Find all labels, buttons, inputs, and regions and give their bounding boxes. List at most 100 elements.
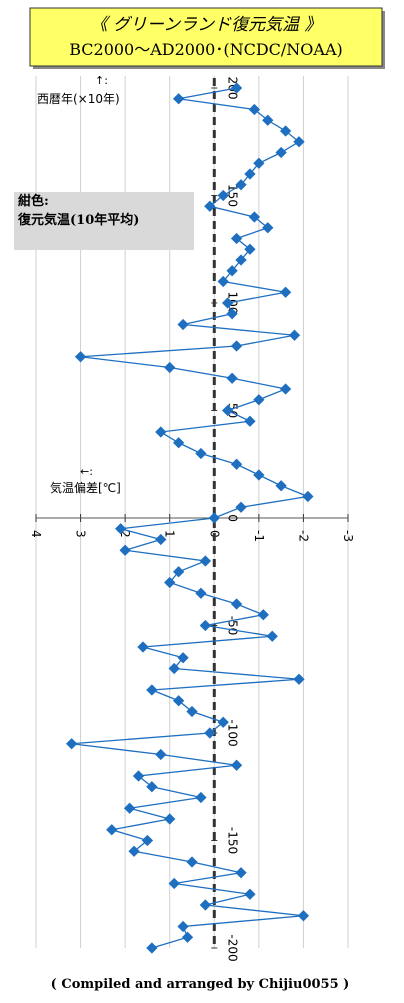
marker: [297, 910, 310, 922]
legend-box: [14, 192, 194, 250]
marker: [253, 157, 265, 169]
marker: [168, 877, 180, 890]
year-axis-arrow: ↑:: [95, 74, 108, 87]
marker: [230, 232, 243, 245]
marker: [155, 533, 167, 546]
y-tick-label: -50: [225, 616, 239, 636]
y-tick-label: 0: [225, 514, 239, 522]
marker: [195, 447, 207, 460]
marker: [146, 684, 158, 696]
marker: [74, 351, 87, 363]
marker: [226, 372, 238, 384]
marker: [177, 318, 189, 331]
marker: [155, 748, 167, 761]
marker: [186, 705, 198, 718]
marker: [244, 168, 256, 180]
x-tick-label: -3: [341, 530, 355, 542]
x-tick-label: -2: [296, 530, 310, 542]
marker: [253, 394, 265, 406]
marker: [199, 899, 212, 911]
temp-axis-label: 気温偏差[℃]: [50, 480, 121, 495]
marker: [248, 211, 261, 223]
marker: [222, 297, 234, 309]
marker: [172, 93, 185, 105]
marker: [253, 469, 265, 481]
marker: [293, 673, 305, 685]
marker: [164, 361, 176, 374]
marker: [199, 619, 212, 632]
marker: [275, 146, 287, 159]
marker: [208, 512, 220, 524]
title-box: [29, 7, 383, 67]
marker: [226, 265, 238, 277]
year-axis-label: 西暦年(×10年): [37, 92, 120, 106]
marker: [302, 490, 314, 503]
x-tick-label: -1: [252, 530, 266, 542]
marker: [262, 222, 274, 234]
marker: [172, 695, 185, 707]
marker: [146, 781, 158, 793]
marker: [293, 136, 305, 148]
marker: [235, 501, 247, 513]
marker: [168, 662, 180, 675]
marker: [164, 576, 176, 589]
marker: [279, 286, 292, 298]
marker: [217, 189, 229, 202]
y-tick-label: -150: [225, 827, 239, 854]
marker: [146, 942, 158, 954]
x-tick-label: 1: [163, 530, 177, 538]
marker: [230, 340, 243, 352]
marker: [195, 791, 207, 804]
marker: [195, 587, 207, 599]
marker: [217, 716, 229, 728]
y-tick-label: -100: [225, 719, 239, 746]
marker: [132, 770, 145, 782]
marker: [123, 802, 136, 814]
marker: [217, 275, 229, 288]
x-tick-label: 4: [29, 530, 43, 538]
x-tick-label: 2: [118, 530, 132, 538]
marker: [288, 329, 301, 341]
marker: [235, 179, 247, 191]
chart-subtitle: BC2000～AD2000･(NCDC/NOAA): [69, 40, 343, 59]
legend-color-label: 紺色:: [18, 193, 49, 209]
marker: [186, 856, 198, 868]
marker: [266, 630, 278, 642]
marker: [204, 727, 216, 739]
marker: [128, 845, 140, 857]
marker: [119, 544, 131, 556]
marker: [235, 867, 247, 879]
marker: [235, 254, 247, 266]
marker: [199, 555, 212, 567]
marker: [257, 609, 269, 621]
y-tick-label: -200: [225, 934, 239, 961]
chart-title: 《 グリーンランド復元気温 》: [91, 15, 322, 35]
marker: [177, 920, 189, 933]
marker: [222, 404, 234, 417]
marker: [66, 738, 78, 750]
marker: [230, 759, 243, 771]
legend-series-label: 復元気温(10年平均): [17, 212, 139, 228]
marker: [230, 598, 243, 610]
marker: [244, 415, 256, 427]
marker: [164, 813, 176, 825]
marker: [230, 458, 243, 470]
marker: [137, 641, 149, 653]
marker: [226, 308, 238, 320]
marker: [172, 437, 185, 449]
marker: [275, 480, 287, 492]
marker: [244, 243, 256, 255]
marker: [177, 652, 189, 664]
y-tick-label: 150: [225, 184, 239, 207]
marker: [204, 200, 216, 212]
temp-axis-arrow: ←:: [80, 465, 93, 478]
plot: 43210-1-2-3200150100500-50-100-150-200: [29, 76, 355, 962]
x-tick-label: 3: [74, 530, 88, 538]
marker: [244, 888, 256, 900]
marker: [172, 566, 185, 578]
marker: [155, 426, 167, 438]
marker: [106, 824, 118, 836]
marker: [141, 834, 154, 847]
marker: [181, 931, 194, 943]
